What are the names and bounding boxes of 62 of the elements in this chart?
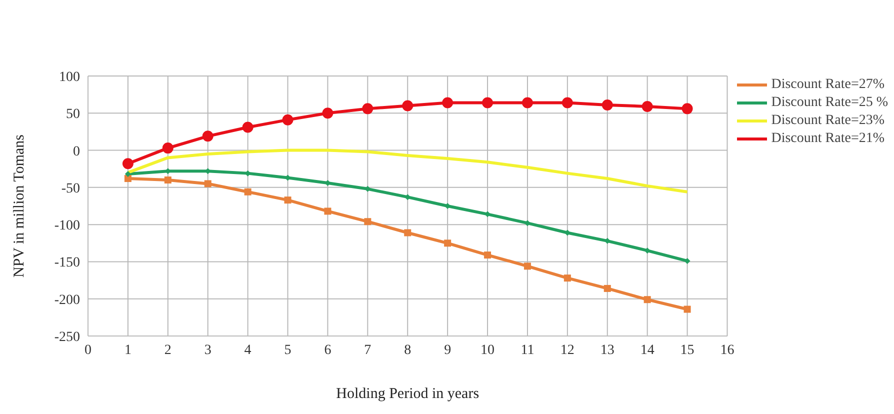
x-tick-label: 5	[284, 342, 292, 358]
legend-label: Discount Rate=25 %	[771, 95, 888, 111]
legend-label: Discount Rate=23%	[771, 113, 884, 129]
x-axis-title: Holding Period in years	[336, 386, 480, 402]
point	[282, 114, 294, 126]
point	[442, 97, 454, 108]
x-tick-label: 8	[404, 342, 412, 358]
point	[562, 97, 573, 108]
y-tick-label: -100	[54, 218, 80, 234]
point	[364, 218, 372, 226]
point	[164, 176, 172, 184]
point	[162, 142, 174, 154]
point	[242, 122, 254, 133]
x-tick-label: 3	[204, 342, 212, 358]
point	[244, 188, 252, 196]
y-tick-label: -50	[61, 181, 80, 196]
x-tick-label: 4	[244, 342, 252, 358]
y-tick-label: 0	[73, 144, 80, 160]
point	[444, 240, 452, 247]
y-tick-label: -250	[54, 330, 80, 345]
point	[202, 130, 214, 142]
x-tick-label: 14	[640, 342, 654, 358]
x-tick-label: 12	[560, 342, 574, 358]
y-tick-label: -150	[54, 256, 80, 271]
x-tick-label: 13	[600, 342, 614, 358]
x-tick-label: 16	[720, 342, 734, 358]
point	[564, 274, 571, 282]
point	[484, 252, 492, 259]
point	[684, 306, 691, 313]
x-tick-label: 9	[444, 342, 452, 358]
point	[122, 158, 134, 170]
point	[682, 103, 693, 114]
point	[522, 97, 533, 108]
point	[204, 180, 212, 188]
point	[602, 99, 613, 110]
point	[362, 103, 374, 114]
point	[402, 100, 414, 112]
point	[124, 171, 131, 178]
point	[404, 229, 412, 236]
x-tick-label: 1	[124, 342, 132, 358]
y-tick-label: -200	[54, 292, 80, 308]
point	[604, 284, 611, 292]
legend-label: Discount Rate=21%	[771, 131, 884, 147]
point	[322, 108, 334, 119]
point	[482, 97, 494, 108]
x-tick-label: 2	[164, 342, 172, 358]
x-tick-label: 11	[520, 342, 534, 358]
point	[284, 196, 292, 204]
point	[642, 100, 653, 112]
y-tick-label: 100	[59, 70, 80, 85]
line-series	[126, 148, 689, 194]
x-tick-label: 6	[324, 342, 332, 358]
legend-label: Discount Rate=27%	[771, 77, 884, 93]
y-axis-title: NPV in million Tomans	[11, 134, 28, 278]
x-tick-label: 0	[84, 342, 92, 358]
x-tick-label: 7	[364, 342, 372, 358]
point	[524, 262, 531, 270]
x-tick-label: 10	[480, 342, 495, 358]
point	[324, 208, 332, 215]
point	[644, 296, 651, 304]
y-tick-label: 50	[66, 107, 80, 122]
x-tick-label: 15	[680, 342, 694, 358]
